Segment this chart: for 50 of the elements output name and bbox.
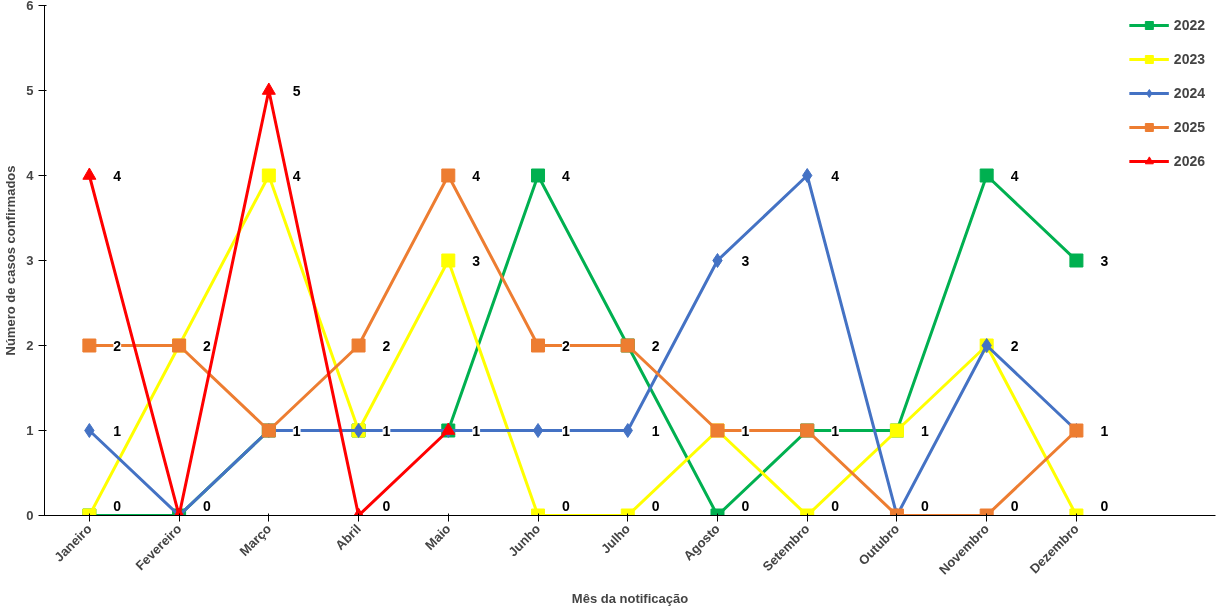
data-label: 2: [651, 337, 660, 354]
data-label: 2: [203, 337, 212, 354]
legend-label: 2022: [1173, 17, 1205, 33]
y-tick-label: 3: [26, 253, 34, 268]
data-label: 0: [1010, 497, 1019, 514]
data-label: 1: [292, 422, 301, 439]
data-label: 4: [1010, 167, 1019, 184]
legend-label: 2023: [1173, 51, 1205, 67]
data-label: 0: [1100, 497, 1109, 514]
y-tick-label: 5: [26, 83, 34, 98]
y-axis-title: Número de casos confirmados: [3, 165, 19, 356]
data-label: 1: [741, 422, 750, 439]
data-label: 4: [472, 167, 481, 184]
y-tick-label: 6: [26, 0, 34, 13]
y-tick-label: 0: [26, 508, 34, 523]
y-tick-label: 1: [26, 423, 34, 438]
data-label: 1: [382, 422, 391, 439]
data-label: 3: [472, 252, 481, 269]
data-label: 1: [562, 422, 571, 439]
y-tick-label: 2: [26, 338, 34, 353]
data-label: 0: [651, 497, 660, 514]
data-label: 0: [382, 497, 391, 514]
y-tick-label: 4: [26, 168, 35, 183]
data-label: 3: [1100, 252, 1109, 269]
x-axis-title: Mês da notificação: [571, 590, 689, 606]
data-label: 1: [472, 422, 481, 439]
data-label: 0: [562, 497, 571, 514]
data-label: 4: [831, 167, 840, 184]
data-label: 0: [203, 497, 212, 514]
data-label: 4: [562, 167, 571, 184]
data-label: 0: [113, 497, 122, 514]
data-label: 2: [562, 337, 571, 354]
data-label: 2: [113, 337, 122, 354]
legend-label: 2024: [1173, 85, 1205, 101]
data-label: 0: [920, 497, 929, 514]
data-label: 1: [1100, 422, 1109, 439]
data-label: 1: [831, 422, 840, 439]
data-label: 1: [651, 422, 660, 439]
data-label: 3: [741, 252, 750, 269]
legend-label: 2026: [1173, 153, 1205, 169]
data-label: 4: [292, 167, 301, 184]
legend-label: 2025: [1173, 119, 1205, 135]
data-label: 2: [1010, 337, 1019, 354]
data-label: 1: [113, 422, 122, 439]
data-label: 0: [741, 497, 750, 514]
data-label: 2: [382, 337, 391, 354]
data-label: 4: [113, 167, 122, 184]
data-label: 1: [920, 422, 929, 439]
data-label: 0: [831, 497, 840, 514]
data-label: 5: [292, 82, 301, 99]
